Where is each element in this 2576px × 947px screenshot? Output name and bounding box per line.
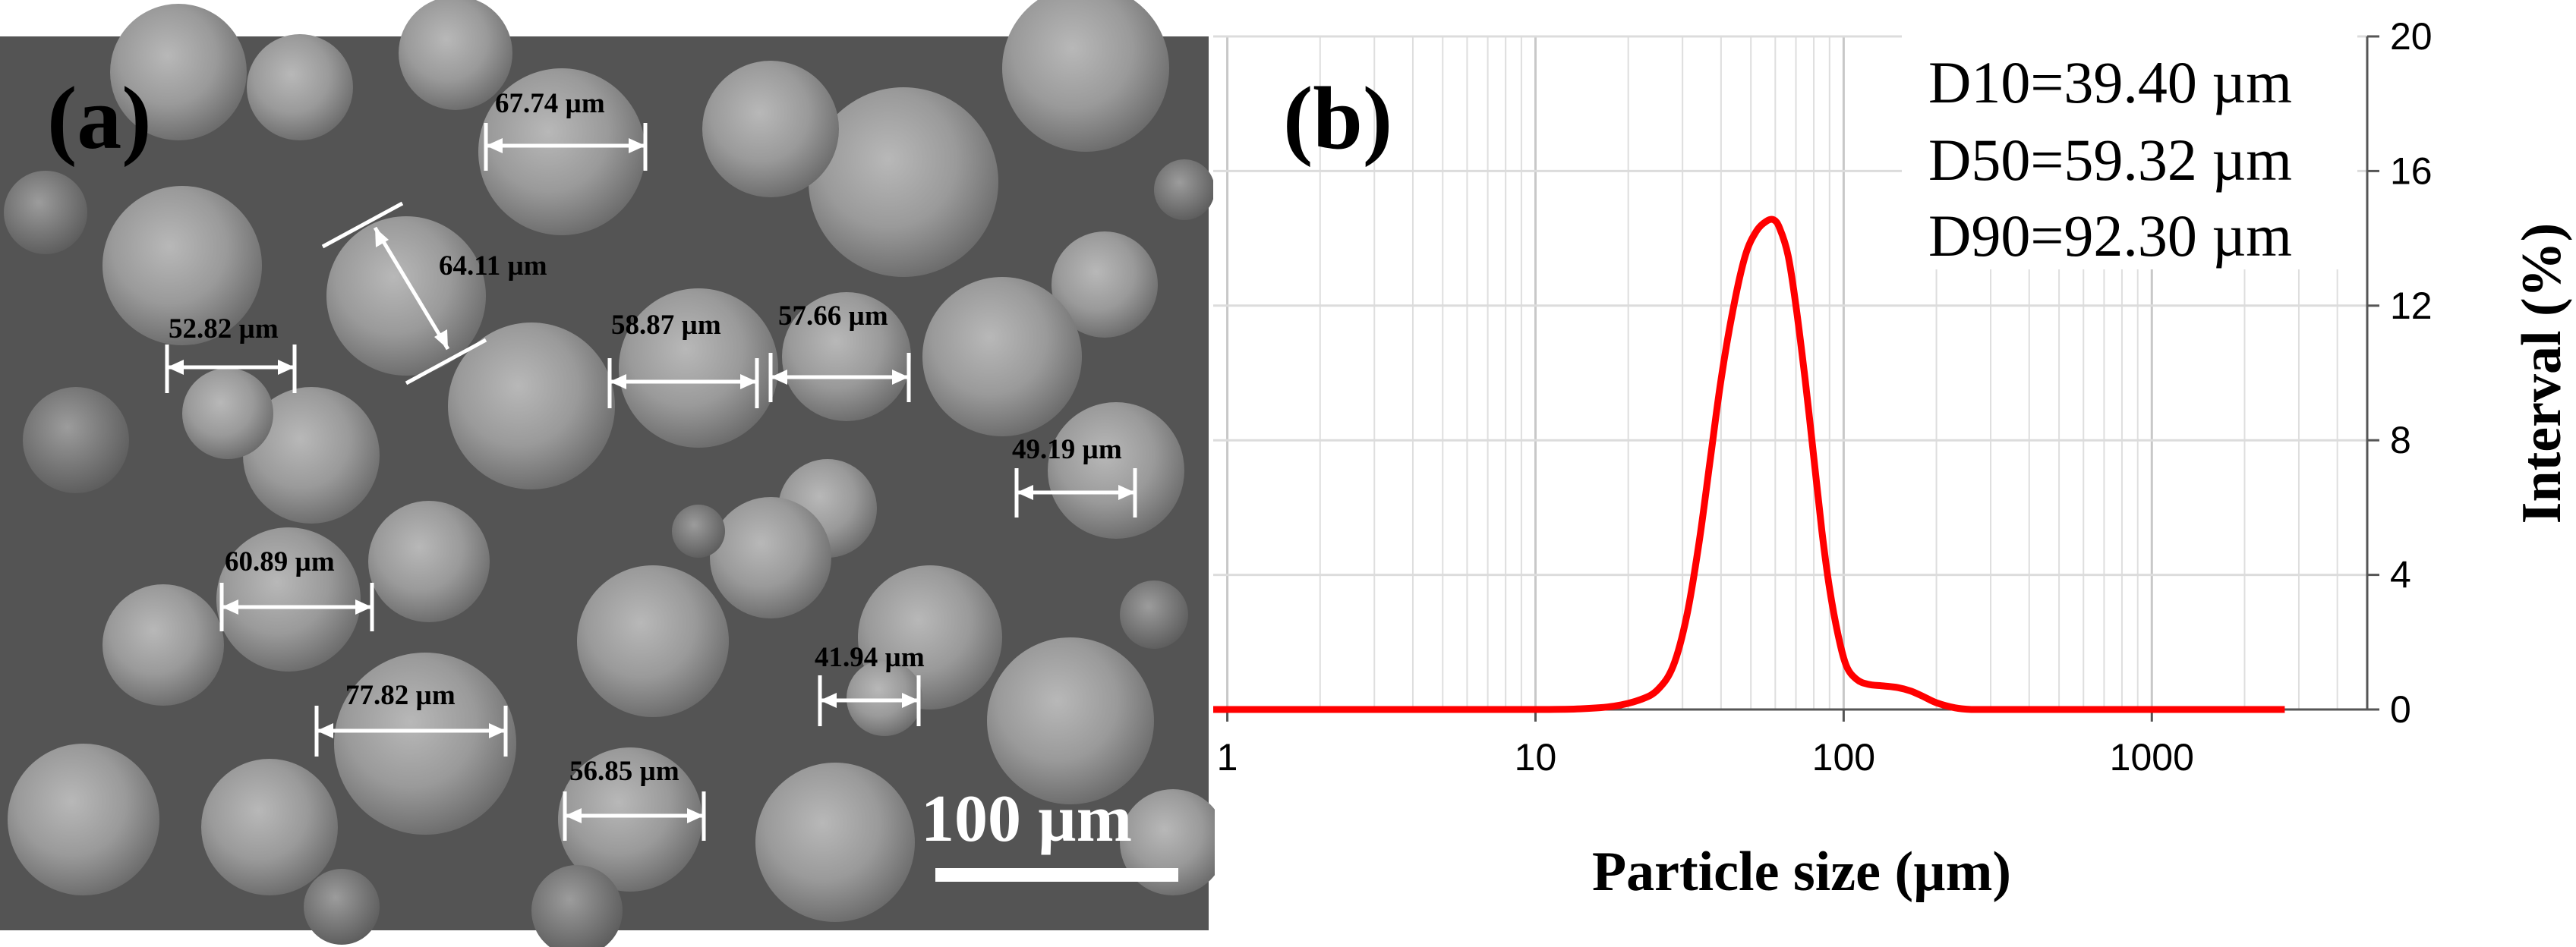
scale-bar [935,868,1178,882]
y-tick-label: 0 [2390,688,2411,731]
interval-series-line [1213,216,2285,713]
panel-a-label: (a) [47,68,152,168]
measurement-label: 60.89 µm [225,546,335,577]
y-tick-label: 8 [2390,419,2411,461]
y-tick-label: 16 [2390,149,2433,192]
stats-box [1902,34,2357,269]
measurement-labels: 67.74 µm 64.11 µm 52.82 µm 58.87 µm 57.6… [169,88,1122,787]
x-tick-label: 100 [1812,736,1875,779]
panel-b-label: (b) [1283,68,1392,168]
measurement-label: 58.87 µm [611,310,721,341]
measurement-label: 77.82 µm [345,680,456,711]
measurement-label: 64.11 µm [439,250,547,282]
d10-stat: D10=39.40 µm [1928,49,2292,115]
x-tick-label: 10 [1515,736,1557,779]
y-axis-label: Interval (%) [2511,223,2573,524]
measurement-label: 41.94 µm [815,642,925,673]
d90-stat: D90=92.30 µm [1928,203,2292,269]
x-axis-label: Particle size (µm) [1592,841,2011,903]
measurement-label: 52.82 µm [169,313,279,345]
scale-bar-label: 100 µm [921,782,1132,856]
x-tick-label: 1000 [2110,736,2194,779]
measurement-label: 67.74 µm [495,88,605,119]
y-tick-label: 4 [2390,554,2411,596]
measurement-lines [165,123,1137,841]
chart-series [1213,216,2285,713]
sem-image-panel [0,0,1215,947]
measurement-label: 56.85 µm [569,756,679,787]
y-tick-label: 20 [2390,15,2433,58]
measurement-label: 57.66 µm [778,300,888,332]
measurement-label: 49.19 µm [1012,434,1122,465]
arrowheads [167,138,1135,823]
y-tick-label: 12 [2390,285,2433,327]
d50-stat: D50=59.32 µm [1928,127,2292,193]
x-tick-label: 1 [1217,736,1238,779]
chart-tick-labels: 1 10 100 1000 0 4 8 12 16 20 [1217,15,2433,779]
